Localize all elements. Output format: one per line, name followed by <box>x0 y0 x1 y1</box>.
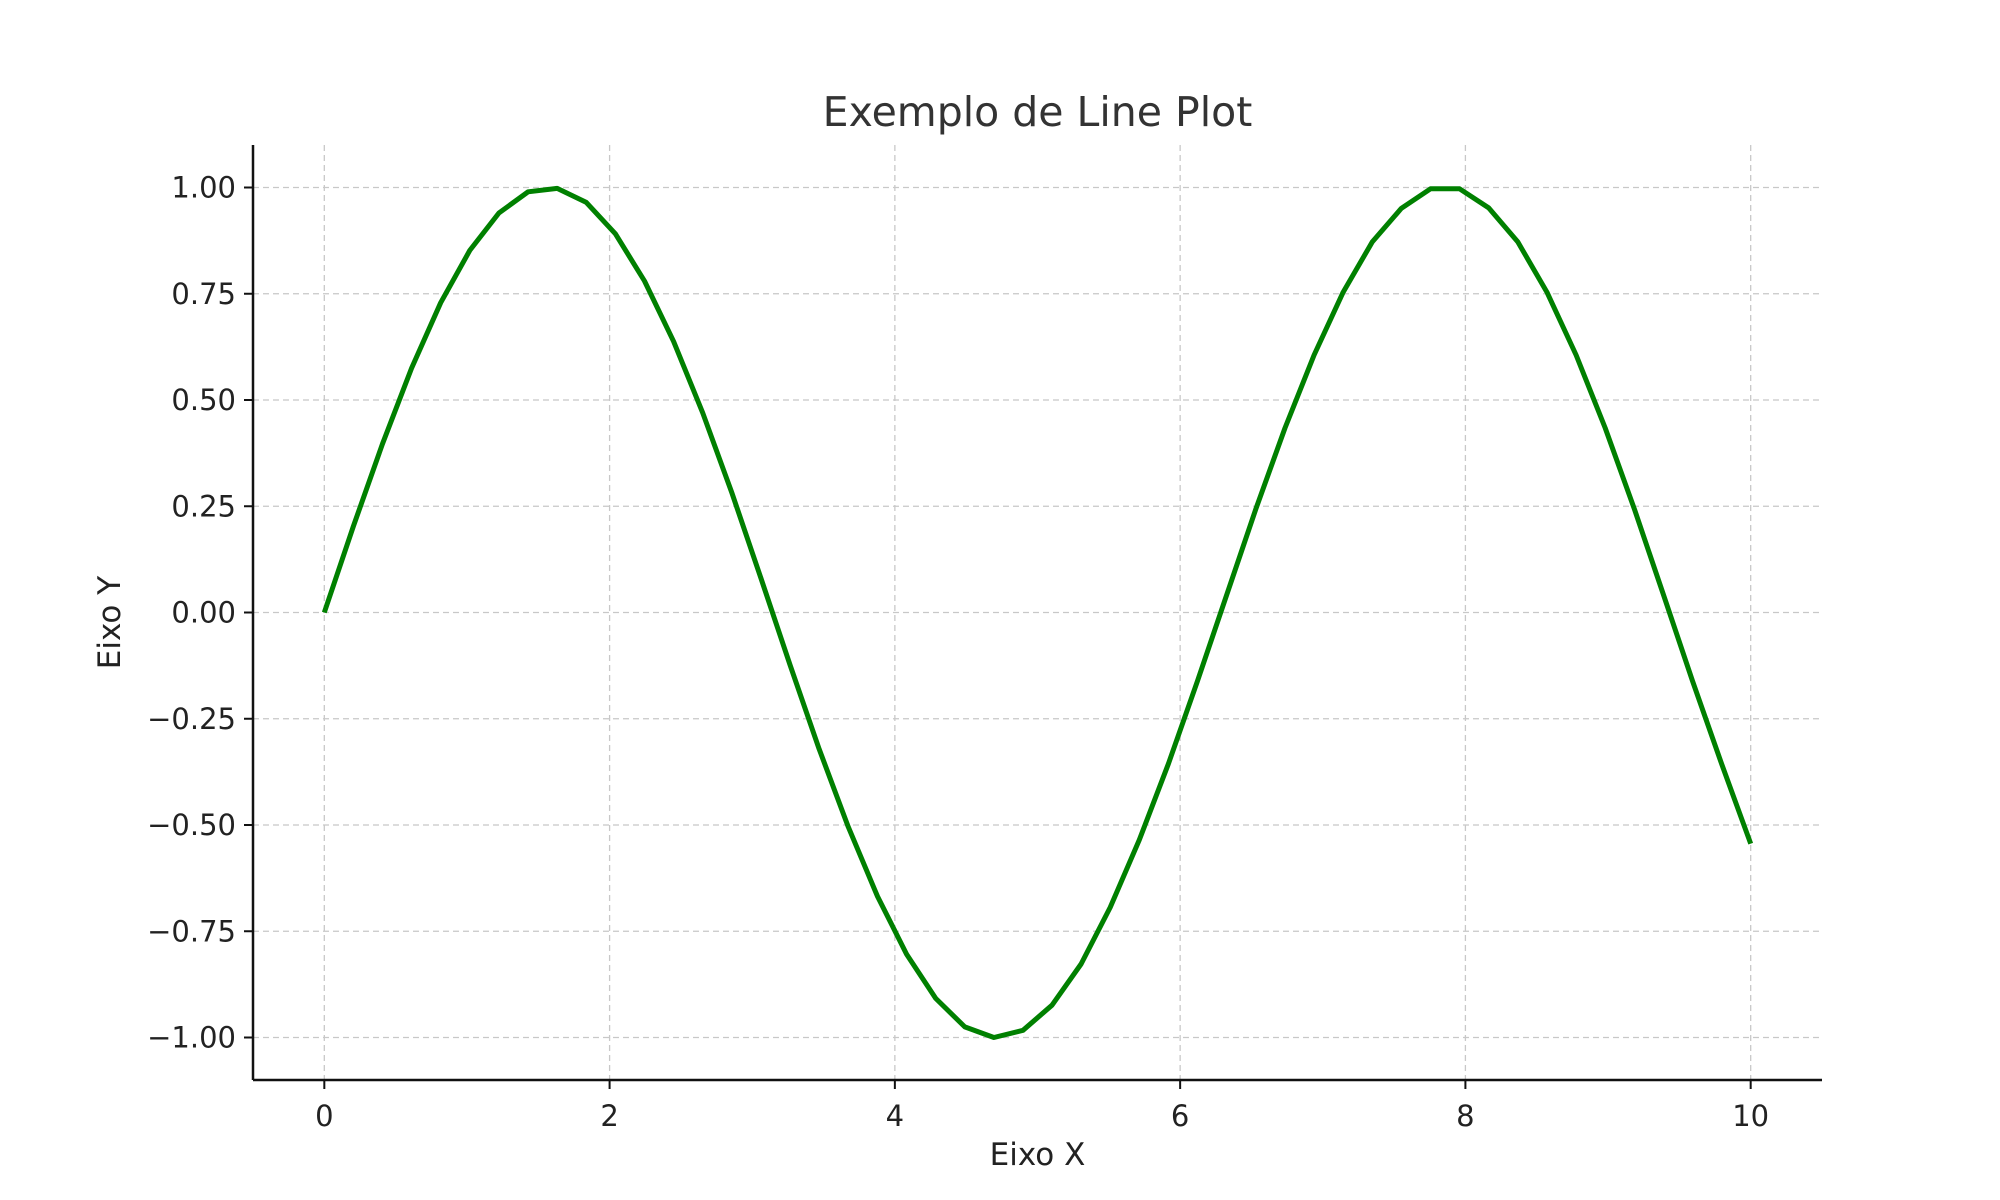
y-ticks: −1.00 −0.75 −0.50 −0.25 0.00 0.25 0.50 0.75 1.00 <box>147 171 253 1055</box>
series-layer <box>321 185 1754 1040</box>
x-tick-label: 8 <box>1456 1099 1474 1133</box>
x-axis-label: Eixo X <box>990 1137 1086 1173</box>
y-axis-label: Eixo Y <box>92 576 128 669</box>
x-tick-label: 2 <box>600 1099 618 1133</box>
y-tick-label: 1.00 <box>171 171 236 205</box>
y-tick-label: 0.25 <box>171 489 236 523</box>
chart-title: Exemplo de Line Plot <box>823 88 1253 136</box>
x-tick-label: 0 <box>315 1099 333 1133</box>
y-tick-label: 0.50 <box>171 383 236 417</box>
x-tick-label: 10 <box>1732 1099 1769 1133</box>
series-line <box>321 185 1754 1040</box>
y-tick-label: −0.25 <box>147 702 236 736</box>
x-ticks: 0 2 4 6 8 10 <box>315 1080 1769 1133</box>
y-tick-label: 0.75 <box>171 277 236 311</box>
y-tick-label: −0.75 <box>147 914 236 948</box>
y-tick-label: −0.50 <box>147 808 236 842</box>
x-tick-label: 6 <box>1171 1099 1189 1133</box>
y-tick-label: −1.00 <box>147 1021 236 1055</box>
x-tick-label: 4 <box>886 1099 904 1133</box>
y-tick-label: 0.00 <box>171 596 236 630</box>
grid <box>253 145 1822 1080</box>
